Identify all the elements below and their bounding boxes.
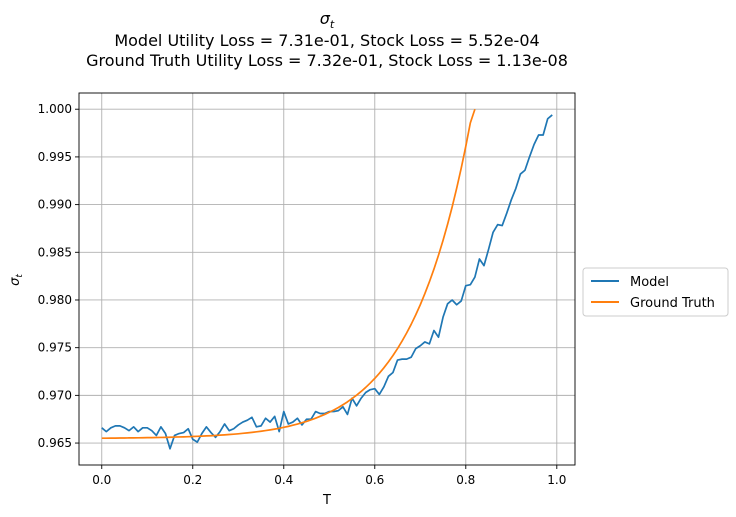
x-tick-label: 0.0 <box>92 473 111 487</box>
y-axis-label-subscript: t <box>15 274 25 278</box>
y-axis-label: σt <box>8 274 25 286</box>
y-tick-label: 0.970 <box>38 388 72 402</box>
title-symbol-line: σt <box>320 9 335 31</box>
chart-title: σt Model Utility Loss = 7.31e-01, Stock … <box>86 9 568 70</box>
y-tick-label: 0.965 <box>38 436 72 450</box>
series-line-ground-truth <box>101 108 476 440</box>
title-subscript: t <box>330 18 335 31</box>
ticks-layer: 0.0 0.2 0.4 0.6 0.8 1.0 0.965 0.970 0.975 0.980 0.… <box>38 102 567 487</box>
y-axis-label-symbol: σ <box>8 277 23 286</box>
y-tick-label: 0.995 <box>38 150 72 164</box>
y-tick-label: 1.000 <box>38 102 72 116</box>
legend: Model Ground Truth <box>582 267 729 317</box>
plot-frame <box>78 92 576 466</box>
x-axis-label: T <box>322 493 331 508</box>
title-line-2: Ground Truth Utility Loss = 7.32e-01, St… <box>86 51 568 70</box>
title-symbol: σ <box>320 9 331 28</box>
y-tick-label: 0.985 <box>38 245 72 259</box>
x-tick-label: 0.4 <box>274 473 293 487</box>
x-tick-label: 0.8 <box>456 473 475 487</box>
y-tick-label: 0.990 <box>38 198 72 212</box>
legend-label-ground-truth: Ground Truth <box>630 296 715 311</box>
y-tick-label: 0.975 <box>38 341 72 355</box>
series-layer <box>101 108 553 450</box>
x-tick-label: 0.2 <box>183 473 202 487</box>
plot-area <box>79 93 575 465</box>
title-line-1: Model Utility Loss = 7.31e-01, Stock Los… <box>114 31 539 50</box>
y-tick-label: 0.980 <box>38 293 72 307</box>
legend-box <box>582 267 729 317</box>
grid-layer <box>79 93 575 465</box>
legend-label-model: Model <box>630 275 669 290</box>
x-tick-label: 1.0 <box>547 473 566 487</box>
x-tick-label: 0.6 <box>365 473 384 487</box>
